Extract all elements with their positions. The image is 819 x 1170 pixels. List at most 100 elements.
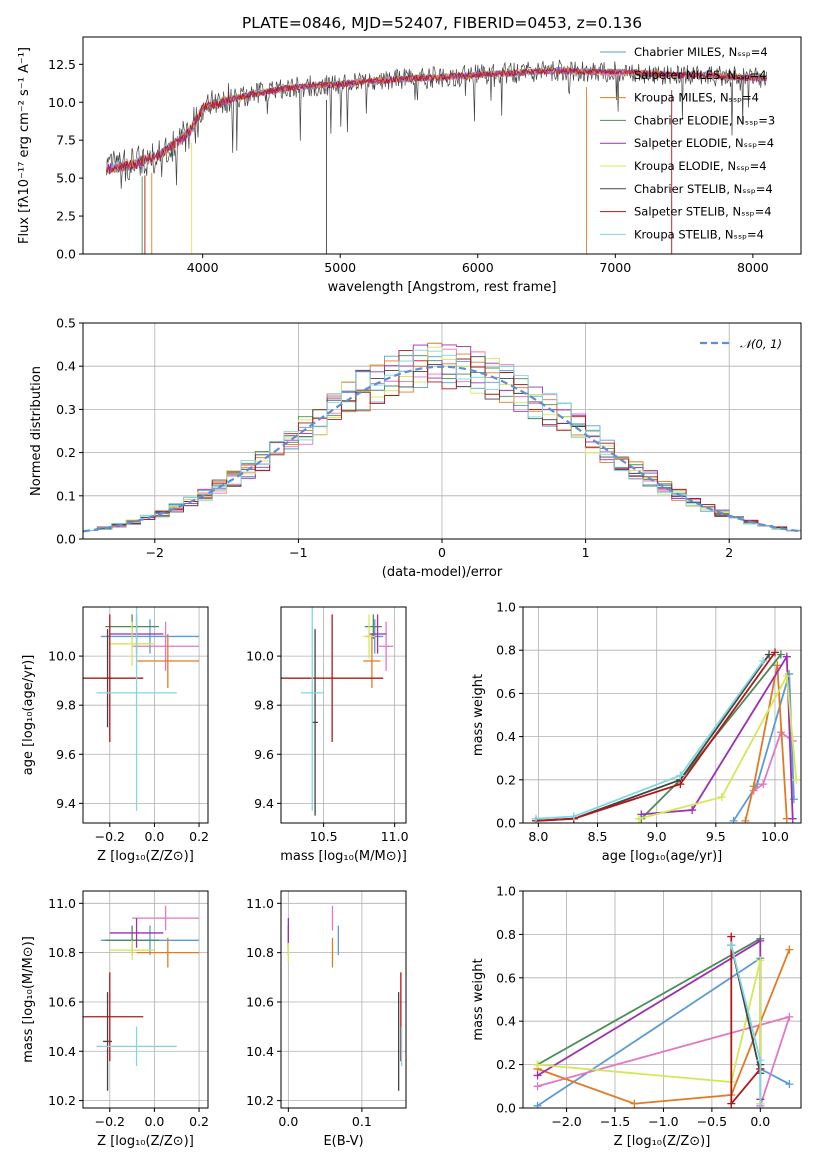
x-tick-label: −1.0 bbox=[648, 1114, 678, 1129]
error-bar-point bbox=[136, 634, 200, 688]
y-tick-label: 9.8 bbox=[254, 698, 274, 713]
x-tick-label: 0.2 bbox=[189, 1114, 209, 1129]
x-tick-label: 0.1 bbox=[352, 1114, 372, 1129]
mass-weight-marker bbox=[688, 806, 697, 815]
y-tick-label: 1.0 bbox=[496, 884, 516, 899]
error-bar-point bbox=[83, 972, 144, 1062]
y-tick-label: 10.4 bbox=[246, 1044, 274, 1059]
error-bar-point bbox=[100, 619, 200, 654]
mass-weight-marker bbox=[785, 945, 794, 954]
mass-vs-extinction-panel: 0.0 0.1 10.2 10.4 10.6 10.8 11.0 E(B-V) bbox=[246, 890, 407, 1149]
mass-vs-metallicity-panel-grid bbox=[83, 891, 208, 1108]
mass-weight-marker bbox=[756, 956, 765, 965]
error-bar-point bbox=[96, 1026, 177, 1067]
mass-weight-line bbox=[753, 730, 794, 792]
mass-vs-extinction-panel-frame: 0.0 0.1 10.2 10.4 10.6 10.8 11.0 E(B-V) bbox=[246, 890, 407, 1149]
mass-weight-marker bbox=[533, 1101, 542, 1108]
x-axis-label: age [log₁₀(age/yr)] bbox=[602, 849, 723, 864]
legend-label: Chabrier ELODIE, Nₛₛₚ=3 bbox=[634, 113, 775, 127]
mass-weight-line bbox=[638, 673, 798, 820]
y-tick-label: 0.4 bbox=[496, 1014, 516, 1029]
mass-weight-marker bbox=[759, 780, 768, 789]
mass-weight-vs-metallicity-panel-plot-area bbox=[533, 932, 794, 1108]
mass-weight-marker bbox=[676, 780, 685, 789]
x-tick-label: −0.5 bbox=[697, 1114, 727, 1129]
mass-weight-marker bbox=[717, 793, 726, 802]
mass-weight-marker bbox=[676, 771, 685, 780]
y-tick-label: 11.0 bbox=[246, 896, 274, 911]
mass-weight-marker bbox=[727, 1099, 736, 1108]
mass-weight-marker bbox=[770, 648, 779, 657]
x-tick-label: 8.5 bbox=[588, 829, 608, 844]
error-bar-point bbox=[103, 992, 113, 1091]
x-axis-label: Z [log₁₀(Z/Z⊙)] bbox=[97, 849, 194, 864]
mass-weight-line bbox=[537, 960, 762, 1104]
legend-label: Salpeter ELODIE, Nₛₛₚ=4 bbox=[634, 136, 774, 150]
y-tick-label: 0.3 bbox=[56, 402, 76, 417]
x-axis-label: E(B-V) bbox=[323, 1134, 363, 1149]
mass-vs-metallicity-panel-frame: −0.2 0.0 0.2 10.2 10.4 10.6 10.8 11.0 Z [log₁₀(Z… bbox=[21, 890, 209, 1149]
x-tick-label: 0.0 bbox=[750, 1114, 770, 1129]
residual-panel: −2 −1 0 1 2 0.0 0.1 0.2 0.3 0.4 0.5 (data-model)/er… bbox=[29, 316, 802, 580]
x-tick-label: −2.0 bbox=[551, 1114, 581, 1129]
histogram-step bbox=[83, 350, 801, 532]
age-vs-mass-panel-plot-area bbox=[281, 607, 394, 816]
mass-weight-vs-age-panel-frame: 8.0 8.5 9.0 9.5 10.0 0.0 0.2 0.4 0.6 0.8 1.0 age [l… bbox=[471, 600, 802, 864]
mass-weight-vs-age-panel: 8.0 8.5 9.0 9.5 10.0 0.0 0.2 0.4 0.6 0.8 1.0 age [l… bbox=[471, 600, 802, 864]
age-vs-metallicity-panel-grid bbox=[83, 607, 208, 823]
x-tick-label: 9.0 bbox=[647, 829, 667, 844]
y-tick-label: 0.6 bbox=[496, 686, 516, 701]
y-axis-label: mass [log₁₀(M/M⊙)] bbox=[21, 936, 36, 1063]
mass-weight-marker bbox=[776, 650, 785, 659]
y-tick-label: 7.5 bbox=[56, 133, 76, 148]
mass-weight-line bbox=[537, 937, 761, 1066]
error-bar-point bbox=[96, 607, 177, 811]
error-bar-point bbox=[364, 614, 382, 639]
legend-label: Chabrier STELIB, Nₛₛₚ=4 bbox=[634, 182, 773, 196]
mass-weight-marker bbox=[765, 650, 774, 659]
y-tick-label: 12.5 bbox=[48, 57, 76, 72]
y-tick-label: 9.4 bbox=[254, 796, 274, 811]
x-tick-label: 7000 bbox=[599, 260, 631, 275]
age-vs-mass-panel: 10.5 11.0 9.4 9.6 9.8 10.0 mass [log₁₀(M/M⊙)] bbox=[246, 606, 409, 864]
y-tick-label: 10.6 bbox=[48, 994, 76, 1009]
y-tick-label: 0.2 bbox=[496, 772, 516, 787]
mass-weight-marker bbox=[749, 782, 758, 791]
error-bar-point bbox=[132, 905, 200, 931]
age-vs-metallicity-panel-plot-area bbox=[83, 607, 200, 811]
error-bar-point bbox=[136, 937, 200, 968]
y-tick-label: 0.5 bbox=[56, 316, 76, 331]
histogram-step bbox=[83, 356, 801, 532]
x-tick-label: 0.2 bbox=[189, 829, 209, 844]
y-tick-label: 0.4 bbox=[496, 729, 516, 744]
x-axis-label: wavelength [Angstrom, rest frame] bbox=[328, 280, 557, 295]
mass-weight-vs-metallicity-panel: −2.0 −1.5 −1.0 −0.5 0.0 0.0 0.2 0.4 0.6 0.8 1.0 Z [… bbox=[471, 884, 802, 1149]
legend-label: Salpeter STELIB, Nₛₛₚ=4 bbox=[634, 205, 772, 219]
legend-label: Salpeter MILES, Nₛₛₚ=4 bbox=[634, 68, 767, 82]
x-tick-label: 0.0 bbox=[278, 1114, 298, 1129]
x-tick-label: 10.5 bbox=[310, 829, 338, 844]
x-tick-label: −0.2 bbox=[95, 829, 125, 844]
mass-weight-line bbox=[535, 660, 764, 820]
y-tick-label: 10.0 bbox=[246, 649, 274, 664]
y-tick-label: 9.6 bbox=[56, 747, 76, 762]
normal-reference-curve bbox=[83, 365, 801, 533]
mass-weight-marker bbox=[756, 1104, 765, 1108]
y-tick-label: 0.8 bbox=[496, 927, 516, 942]
error-bar-point bbox=[109, 621, 155, 666]
mass-vs-extinction-panel-grid bbox=[281, 891, 406, 1108]
error-bar-point bbox=[369, 614, 387, 654]
y-tick-label: 5.0 bbox=[56, 171, 76, 186]
y-tick-label: 10.0 bbox=[48, 95, 76, 110]
x-axis-label: (data-model)/error bbox=[382, 565, 503, 580]
mass-weight-marker bbox=[569, 812, 578, 821]
y-axis-label: Flux [fλ10⁻¹⁷ erg cm⁻² s⁻¹ A⁻¹] bbox=[17, 47, 32, 244]
mass-weight-marker bbox=[727, 941, 736, 950]
y-tick-label: 0.6 bbox=[496, 970, 516, 985]
axes-frame bbox=[82, 606, 209, 824]
residual-panel-plot-area bbox=[83, 342, 801, 533]
spectrum-panel-plot-area bbox=[106, 59, 767, 254]
mass-weight-line bbox=[535, 653, 770, 822]
legend-label: 𝒩(0, 1) bbox=[740, 337, 782, 351]
